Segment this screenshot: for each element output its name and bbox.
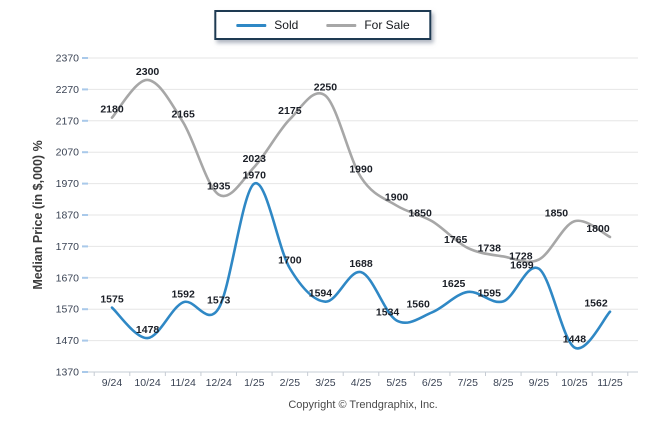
series-line-for-sale bbox=[110, 78, 612, 264]
data-label: 1850 bbox=[545, 207, 569, 219]
legend-item-for-sale: For Sale bbox=[326, 18, 410, 32]
for-sale-line-swatch bbox=[326, 23, 357, 27]
x-tick-label: 9/25 bbox=[529, 377, 550, 389]
x-tick-label: 2/25 bbox=[280, 377, 301, 389]
x-tick-label: 6/25 bbox=[422, 377, 443, 389]
legend-item-sold: Sold bbox=[236, 18, 298, 32]
data-label: 1594 bbox=[309, 288, 333, 300]
data-label: 2023 bbox=[243, 153, 267, 165]
data-label: 2250 bbox=[314, 82, 338, 94]
data-label: 1900 bbox=[385, 192, 409, 204]
y-tick-label: 1570 bbox=[56, 304, 80, 316]
data-label: 1625 bbox=[442, 278, 466, 290]
data-label: 1560 bbox=[406, 298, 430, 310]
x-tick-label: 12/24 bbox=[206, 377, 232, 389]
y-tick-label: 2270 bbox=[56, 84, 80, 96]
x-tick-label: 10/25 bbox=[561, 377, 587, 389]
data-label: 1592 bbox=[171, 288, 195, 300]
series-line-sold bbox=[110, 182, 612, 350]
x-tick-label: 10/24 bbox=[134, 377, 160, 389]
data-label: 1699 bbox=[510, 260, 534, 272]
data-label: 2180 bbox=[100, 104, 124, 116]
data-label: 1700 bbox=[278, 254, 302, 266]
y-tick-label: 1470 bbox=[56, 335, 80, 347]
data-label: 2175 bbox=[278, 105, 302, 117]
data-label: 1990 bbox=[349, 163, 373, 175]
x-tick-label: 11/25 bbox=[597, 377, 623, 389]
legend-label-sold: Sold bbox=[274, 18, 299, 32]
data-label: 1595 bbox=[478, 287, 502, 299]
x-tick-label: 1/25 bbox=[244, 377, 265, 389]
data-label: 2165 bbox=[171, 108, 195, 120]
y-tick-label: 1370 bbox=[56, 367, 80, 379]
data-label: 1575 bbox=[100, 294, 124, 306]
data-label: 1738 bbox=[478, 242, 502, 254]
sold-line-swatch bbox=[236, 23, 267, 27]
y-tick-label: 1670 bbox=[56, 272, 80, 284]
chart-legend: Sold For Sale bbox=[214, 10, 432, 40]
y-tick-label: 2170 bbox=[56, 115, 80, 127]
data-label: 1478 bbox=[136, 324, 160, 336]
y-tick-label: 2370 bbox=[56, 53, 80, 65]
legend-label-for-sale: For Sale bbox=[364, 18, 410, 32]
y-axis-title: Median Price (in $,000) % bbox=[31, 140, 45, 290]
data-label: 1970 bbox=[243, 170, 267, 182]
data-label: 1935 bbox=[207, 181, 231, 193]
data-label: 1534 bbox=[376, 307, 400, 319]
y-tick-label: 1870 bbox=[56, 210, 80, 222]
copyright-text: Copyright © Trendgraphix, Inc. bbox=[288, 399, 438, 411]
x-tick-label: 3/25 bbox=[315, 377, 336, 389]
data-label: 1573 bbox=[207, 294, 231, 306]
data-label: 1728 bbox=[509, 251, 533, 263]
x-tick-label: 8/25 bbox=[493, 377, 514, 389]
x-tick-label: 4/25 bbox=[351, 377, 372, 389]
data-label: 1765 bbox=[444, 234, 468, 246]
data-label: 1800 bbox=[586, 223, 610, 235]
x-tick-label: 5/25 bbox=[386, 377, 407, 389]
data-label: 1850 bbox=[408, 207, 432, 219]
x-tick-label: 11/24 bbox=[170, 377, 196, 389]
y-tick-label: 1770 bbox=[56, 241, 80, 253]
y-tick-label: 1970 bbox=[56, 178, 80, 190]
data-label: 1688 bbox=[349, 258, 373, 270]
x-tick-label: 9/24 bbox=[102, 377, 123, 389]
x-tick-label: 7/25 bbox=[457, 377, 478, 389]
data-label: 1448 bbox=[563, 334, 587, 346]
y-tick-label: 2070 bbox=[56, 147, 80, 159]
data-label: 2300 bbox=[136, 66, 160, 78]
data-label: 1562 bbox=[584, 298, 608, 310]
